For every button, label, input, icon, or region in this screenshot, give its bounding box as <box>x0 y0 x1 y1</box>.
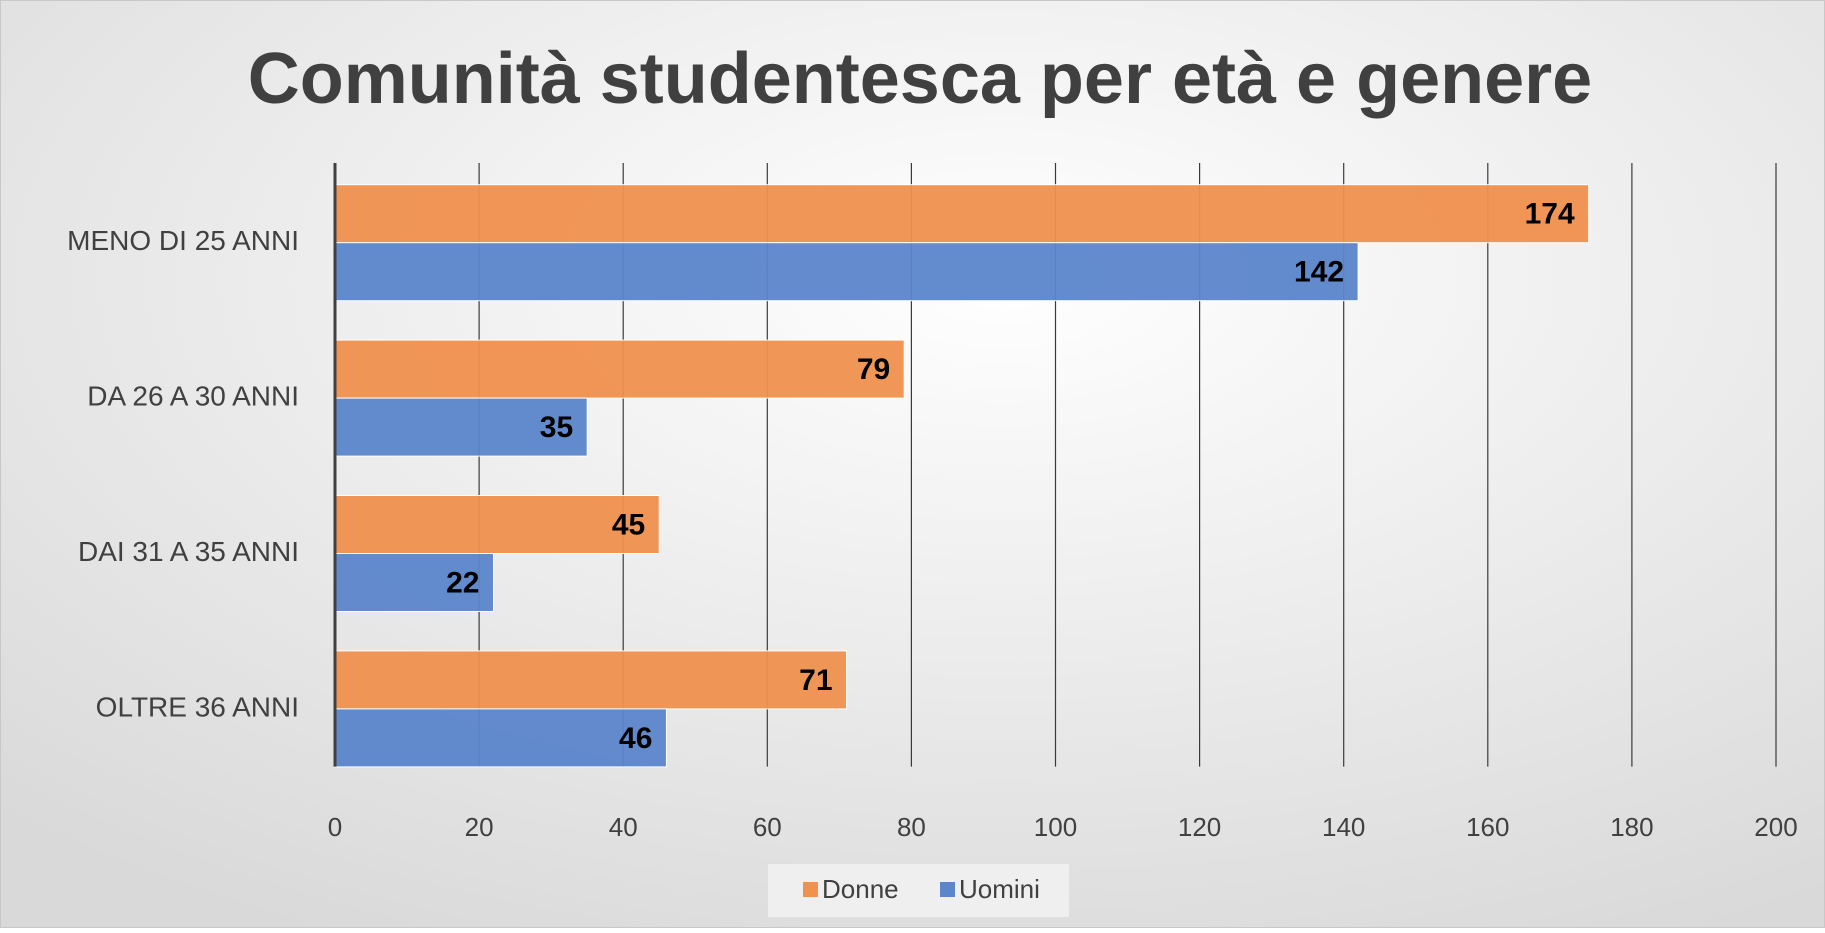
x-tick-label: 160 <box>1466 812 1509 842</box>
y-tick-label: MENO DI 25 ANNI <box>67 225 299 256</box>
x-tick-label: 20 <box>465 812 494 842</box>
bar <box>334 495 660 554</box>
x-tick-label: 120 <box>1178 812 1221 842</box>
bar <box>334 339 905 399</box>
legend-swatch <box>940 882 955 897</box>
chart-title: Comunità studentesca per età e genere <box>248 39 1592 119</box>
legend-swatch <box>803 882 818 897</box>
legend-label: Donne <box>822 874 899 904</box>
x-tick-label: 100 <box>1034 812 1077 842</box>
x-tick-label: 0 <box>328 812 342 842</box>
data-label: 45 <box>612 508 645 541</box>
legend-box <box>768 864 1069 917</box>
x-tick-label: 60 <box>753 812 782 842</box>
bar <box>334 553 495 612</box>
x-tick-label: 140 <box>1322 812 1365 842</box>
bar <box>334 242 1359 302</box>
data-label: 71 <box>799 664 832 697</box>
data-label: 22 <box>446 566 479 599</box>
legend-label: Uomini <box>959 874 1040 904</box>
y-tick-label: DAI 31 A 35 ANNI <box>78 536 299 567</box>
bar <box>334 708 667 768</box>
y-tick-label: OLTRE 36 ANNI <box>96 691 299 722</box>
data-label: 46 <box>619 722 652 755</box>
bar <box>334 650 848 710</box>
data-label: 35 <box>540 411 573 444</box>
bar <box>334 397 588 457</box>
x-tick-label: 40 <box>609 812 638 842</box>
x-tick-label: 180 <box>1610 812 1653 842</box>
x-tick-label: 80 <box>897 812 926 842</box>
bar <box>334 184 1590 244</box>
data-label: 142 <box>1294 256 1344 289</box>
data-label: 79 <box>857 353 890 386</box>
x-tick-label: 200 <box>1754 812 1797 842</box>
data-label: 174 <box>1525 198 1575 231</box>
y-tick-label: DA 26 A 30 ANNI <box>87 380 299 411</box>
